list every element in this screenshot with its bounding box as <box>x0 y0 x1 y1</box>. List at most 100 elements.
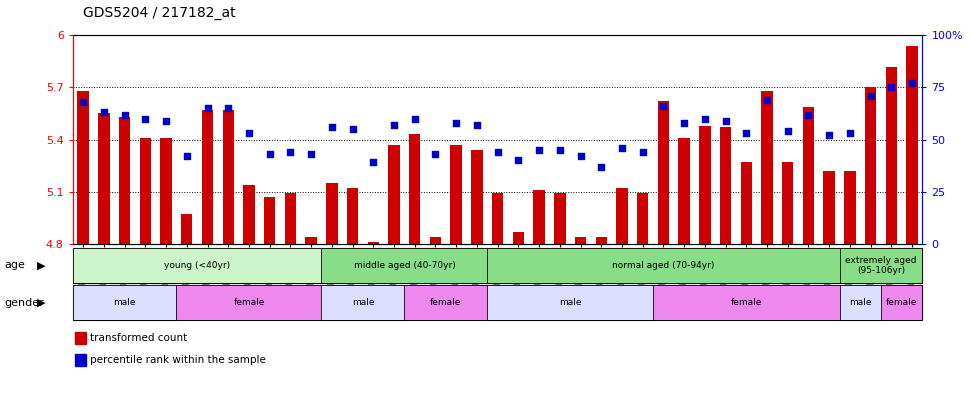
Bar <box>75 332 85 344</box>
Point <box>552 147 568 153</box>
Point <box>469 122 485 128</box>
Bar <box>487 248 840 283</box>
Bar <box>409 134 420 244</box>
Bar <box>699 126 711 244</box>
Point <box>697 116 713 122</box>
Bar <box>595 237 607 244</box>
Bar <box>73 248 321 283</box>
Point <box>904 80 920 86</box>
Bar <box>368 242 379 244</box>
Point <box>76 99 91 105</box>
Bar <box>575 237 586 244</box>
Bar <box>160 138 172 244</box>
Text: gender: gender <box>5 298 45 308</box>
Point <box>863 93 879 99</box>
Text: GDS5204 / 217182_at: GDS5204 / 217182_at <box>83 6 235 20</box>
Text: male: male <box>352 298 374 307</box>
Bar <box>906 46 918 244</box>
Bar <box>617 188 627 244</box>
Text: normal aged (70-94yr): normal aged (70-94yr) <box>613 261 715 270</box>
Bar <box>840 285 881 320</box>
Point <box>138 116 153 122</box>
Point <box>241 130 256 136</box>
Point <box>158 118 174 124</box>
Point <box>427 151 443 157</box>
Text: percentile rank within the sample: percentile rank within the sample <box>90 355 266 365</box>
Point <box>345 126 360 132</box>
Text: female: female <box>730 298 762 307</box>
Point <box>407 116 422 122</box>
Text: female: female <box>430 298 461 307</box>
Point <box>200 105 216 111</box>
Point <box>739 130 754 136</box>
Text: female: female <box>887 298 918 307</box>
Bar <box>679 138 689 244</box>
Bar <box>492 193 503 244</box>
Bar <box>140 138 151 244</box>
Bar <box>471 150 483 244</box>
Point <box>655 103 671 109</box>
Point <box>801 111 817 118</box>
Point <box>593 163 609 170</box>
Bar <box>865 87 877 244</box>
Bar <box>782 162 793 244</box>
Point <box>386 122 402 128</box>
Point <box>262 151 278 157</box>
Text: male: male <box>559 298 582 307</box>
Bar <box>886 66 897 244</box>
Bar <box>285 193 296 244</box>
Point <box>573 153 588 159</box>
Point <box>283 149 298 155</box>
Point <box>531 147 547 153</box>
Bar <box>637 193 649 244</box>
Bar <box>182 214 192 244</box>
Bar <box>222 110 234 244</box>
Text: middle aged (40-70yr): middle aged (40-70yr) <box>353 261 455 270</box>
Bar <box>844 171 855 244</box>
Point <box>759 97 775 103</box>
Text: ▶: ▶ <box>37 260 46 270</box>
Point <box>324 124 340 130</box>
Text: male: male <box>849 298 872 307</box>
Point <box>449 120 464 126</box>
Bar <box>430 237 441 244</box>
Bar <box>306 237 317 244</box>
Point <box>303 151 318 157</box>
Bar <box>533 190 545 244</box>
Bar <box>803 107 814 244</box>
Bar <box>98 114 110 244</box>
Bar <box>653 285 840 320</box>
Point <box>884 84 899 90</box>
Bar <box>487 285 653 320</box>
Point <box>821 132 837 138</box>
Bar <box>321 248 487 283</box>
Text: female: female <box>233 298 265 307</box>
Bar <box>881 285 922 320</box>
Point <box>117 111 132 118</box>
Text: young (<40yr): young (<40yr) <box>164 261 230 270</box>
Point <box>635 149 651 155</box>
Point <box>489 149 505 155</box>
Point <box>365 159 381 165</box>
Bar <box>264 197 276 244</box>
Bar <box>347 188 358 244</box>
Text: male: male <box>114 298 136 307</box>
Text: ▶: ▶ <box>37 298 46 308</box>
Bar <box>326 183 338 244</box>
Point <box>96 109 112 116</box>
Bar <box>451 145 462 244</box>
Point <box>220 105 236 111</box>
Bar <box>388 145 400 244</box>
Bar <box>720 127 731 244</box>
Bar <box>244 185 254 244</box>
Bar <box>73 285 177 320</box>
Bar <box>202 110 214 244</box>
Point <box>842 130 857 136</box>
Bar <box>513 231 524 244</box>
Point <box>780 128 795 134</box>
Text: extremely aged
(95-106yr): extremely aged (95-106yr) <box>845 255 917 275</box>
Point <box>615 145 630 151</box>
Bar <box>741 162 752 244</box>
Bar <box>75 354 85 366</box>
Bar <box>823 171 835 244</box>
